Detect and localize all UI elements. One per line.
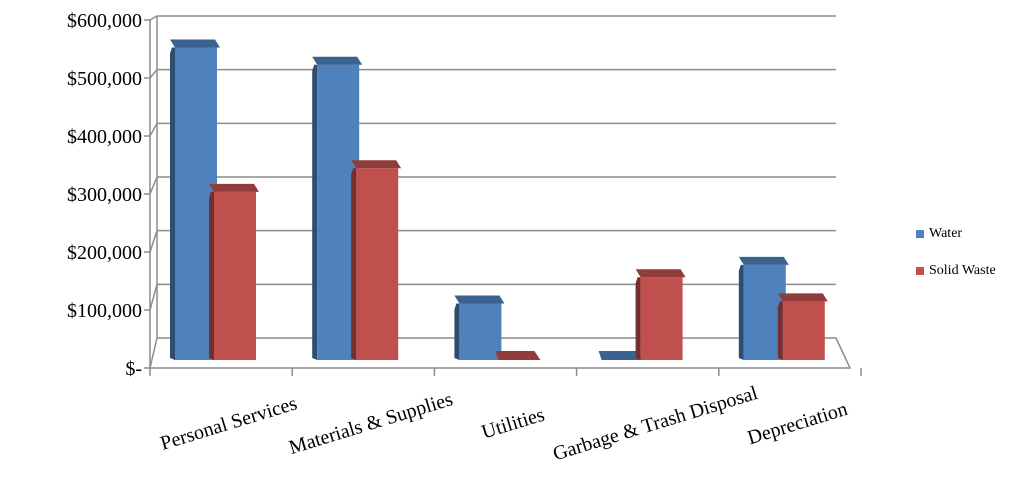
y-tick-label: $500,000: [67, 68, 142, 90]
bar-top: [170, 39, 220, 48]
legend-item-solid-waste: Solid Waste: [916, 261, 1020, 281]
gridline-side: [149, 230, 158, 253]
category-label-depreciation: Depreciation: [745, 398, 850, 449]
bar-top: [777, 293, 828, 302]
y-tick-label: $200,000: [67, 242, 142, 264]
legend-swatch-solid-waste: [916, 267, 924, 275]
bar-top: [454, 295, 505, 304]
bar-side: [635, 277, 641, 360]
bar-front: [459, 303, 502, 360]
y-tick-label: $300,000: [67, 184, 142, 206]
gridline-side: [149, 176, 158, 195]
gridline-side: [149, 69, 158, 79]
bar-top: [495, 351, 541, 360]
bar-side: [351, 168, 357, 360]
bar-top: [738, 256, 789, 265]
gridline-side: [149, 284, 158, 311]
bar-top: [209, 183, 259, 192]
bar-front: [214, 191, 256, 360]
bar-solid-waste-depreciation: [777, 293, 828, 360]
bar-side: [209, 191, 214, 360]
y-axis-ticks: $- $100,000 $200,000 $300,000 $400,000 $500,0…: [67, 10, 150, 380]
y-tick-label: $100,000: [67, 300, 142, 322]
bar-solid-waste-materials-and-supplies: [351, 160, 402, 360]
bars: [170, 39, 828, 361]
legend-label-water: Water: [929, 226, 963, 241]
bar-side: [454, 303, 460, 360]
legend-swatch-water: [916, 230, 924, 238]
category-label-materials-and-supplies: Materials & Supplies: [286, 388, 455, 459]
bar-solid-waste-personal-services: [209, 183, 259, 360]
bar-front: [640, 277, 683, 360]
bar-solid-waste-utilities: [495, 351, 541, 360]
legend-item-water: Water: [916, 224, 1020, 244]
legend: Water Solid Waste: [916, 224, 1020, 298]
y-tick-label: $-: [125, 358, 142, 380]
bar-side: [738, 264, 744, 360]
category-label-utilities: Utilities: [479, 404, 547, 444]
category-label-garbage-and-trash-disposal: Garbage & Trash Disposal: [550, 382, 760, 465]
bar-side: [312, 64, 318, 360]
bar-side: [170, 47, 175, 361]
category-label-personal-services: Personal Services: [158, 392, 300, 455]
bar-top: [635, 269, 686, 278]
bar-top: [312, 56, 363, 65]
bar-side: [777, 301, 783, 360]
bar-water-utilities: [454, 295, 505, 360]
bar-top: [351, 160, 402, 169]
y-tick-label: $400,000: [67, 126, 142, 148]
bar-front: [356, 168, 399, 360]
gridline-side: [149, 122, 158, 137]
y-tick-label: $600,000: [67, 10, 142, 32]
bar-front: [782, 301, 825, 360]
bar-top: [598, 351, 644, 360]
bar-solid-waste-garbage-and-trash-disposal: [635, 269, 686, 360]
gridlines: [149, 15, 836, 311]
bar-water-garbage-and-trash-disposal: [598, 351, 644, 360]
gridline-side: [149, 15, 158, 21]
legend-label-solid-waste: Solid Waste: [929, 263, 996, 278]
